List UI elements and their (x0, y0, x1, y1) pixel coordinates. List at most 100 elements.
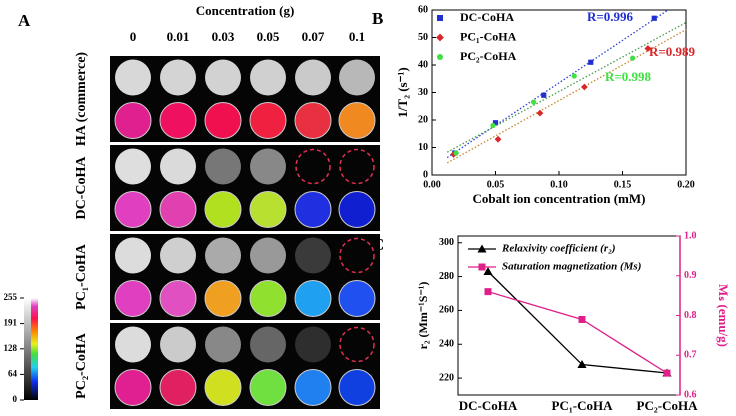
sample-image (114, 369, 152, 406)
x-tick-label: PC₁-CoHA (552, 398, 614, 413)
y-tick-label: 260 (439, 305, 454, 316)
y-tick-label: 60 (418, 4, 428, 15)
y-tick-label: 40 (418, 59, 428, 70)
data-point (492, 120, 499, 126)
legend-label: DC-CoHA (460, 10, 514, 24)
y-tick-label: 280 (439, 271, 454, 282)
data-point (490, 122, 496, 129)
data-point (536, 109, 544, 117)
sample-image (114, 191, 152, 228)
data-point (494, 135, 502, 143)
sample-image (159, 191, 197, 228)
fit-line (446, 29, 687, 164)
sample-image (294, 369, 332, 406)
annotation: R=0.998 (605, 69, 652, 84)
y2-tick-label: 0.9 (684, 270, 697, 281)
sample-image (249, 280, 287, 317)
x-tick-label: DC-CoHA (459, 398, 518, 413)
sample-image (338, 369, 376, 406)
y-axis-label: 1/T₂ (s⁻¹) (395, 67, 410, 117)
sample-image (294, 102, 332, 139)
series-line (487, 271, 668, 374)
y-tick-label: 10 (418, 142, 428, 153)
colorbar-tick-label: 191 (4, 318, 18, 328)
sample-image (114, 280, 152, 317)
x-tick-label: 0.10 (550, 179, 568, 190)
x-axis-label: Cobalt ion concentration (mM) (473, 191, 646, 206)
x-tick-label: PC₂-CoHA (637, 398, 699, 413)
y2-tick-label: 1.0 (684, 230, 697, 241)
y-tick-label: 50 (418, 32, 428, 43)
colorbar-tick-label: 0 (13, 394, 18, 404)
data-point (663, 369, 671, 377)
x-tick-label: 0.05 (487, 179, 505, 190)
y-axis-label: r₂ (Mm⁻¹S⁻¹) (416, 282, 430, 350)
column-label: 0.07 (302, 29, 325, 44)
x-tick-label: 0.20 (677, 179, 695, 190)
column-label: 0.01 (167, 29, 190, 44)
sample-image (338, 280, 376, 317)
sample-image (249, 102, 287, 139)
sample-image (338, 191, 376, 228)
data-point (453, 150, 459, 156)
legend-marker (478, 263, 486, 271)
panel-label: C (372, 235, 384, 254)
sample-image (294, 280, 332, 317)
sample-image (205, 148, 241, 185)
sample-image (115, 237, 151, 274)
sample-image (204, 102, 242, 139)
data-point (581, 83, 588, 91)
y-tick-label: 30 (418, 87, 428, 98)
data-point (578, 315, 586, 323)
sample-image (338, 102, 376, 139)
colorbar-tick-label: 64 (8, 368, 18, 378)
legend-marker (436, 33, 444, 42)
colorbar-tick-label: 255 (4, 292, 18, 302)
data-point (531, 99, 537, 105)
colorbar-gray (24, 298, 31, 400)
legend-marker (437, 54, 443, 60)
empty-sample (339, 326, 375, 363)
y2-axis-label: Mₛ (emu/g) (716, 284, 731, 347)
sample-image (159, 102, 197, 139)
group-label: DC-CoHA (74, 156, 89, 220)
sample-image (205, 237, 241, 274)
x-tick-label: 0.15 (614, 179, 632, 190)
colorbar-tick-label: 128 (4, 343, 18, 353)
image-block (110, 56, 380, 142)
column-label: 0.03 (212, 29, 235, 44)
sample-image (249, 191, 287, 228)
empty-sample (339, 148, 375, 185)
sample-image (294, 191, 332, 228)
y-tick-label: 240 (439, 339, 454, 350)
sample-image (160, 237, 196, 274)
sample-image (115, 59, 151, 96)
x-tick-label: 0.00 (423, 179, 441, 190)
empty-sample (295, 148, 331, 185)
empty-sample (339, 237, 375, 274)
group-label: PC₂-CoHA (74, 332, 89, 399)
sample-image (159, 369, 197, 406)
sample-image (250, 148, 286, 185)
annotation: R=0.989 (649, 44, 696, 59)
sample-image (160, 59, 196, 96)
sample-image (295, 59, 331, 96)
data-point (571, 73, 577, 79)
y-tick-label: 0 (423, 169, 428, 180)
sample-image (114, 102, 152, 139)
sample-image (295, 237, 331, 274)
legend-label: PC₂-CoHA (460, 49, 517, 63)
colorbar-color (31, 298, 38, 400)
sample-image (160, 326, 196, 363)
sample-image (205, 59, 241, 96)
column-label: 0.1 (349, 29, 365, 44)
sample-image (205, 326, 241, 363)
sample-image (204, 191, 242, 228)
image-block (110, 145, 380, 231)
group-label: HA (commerce) (74, 52, 89, 147)
sample-image (249, 369, 287, 406)
y2-tick-label: 0.7 (684, 350, 697, 361)
sample-image (115, 148, 151, 185)
data-point (483, 266, 493, 276)
